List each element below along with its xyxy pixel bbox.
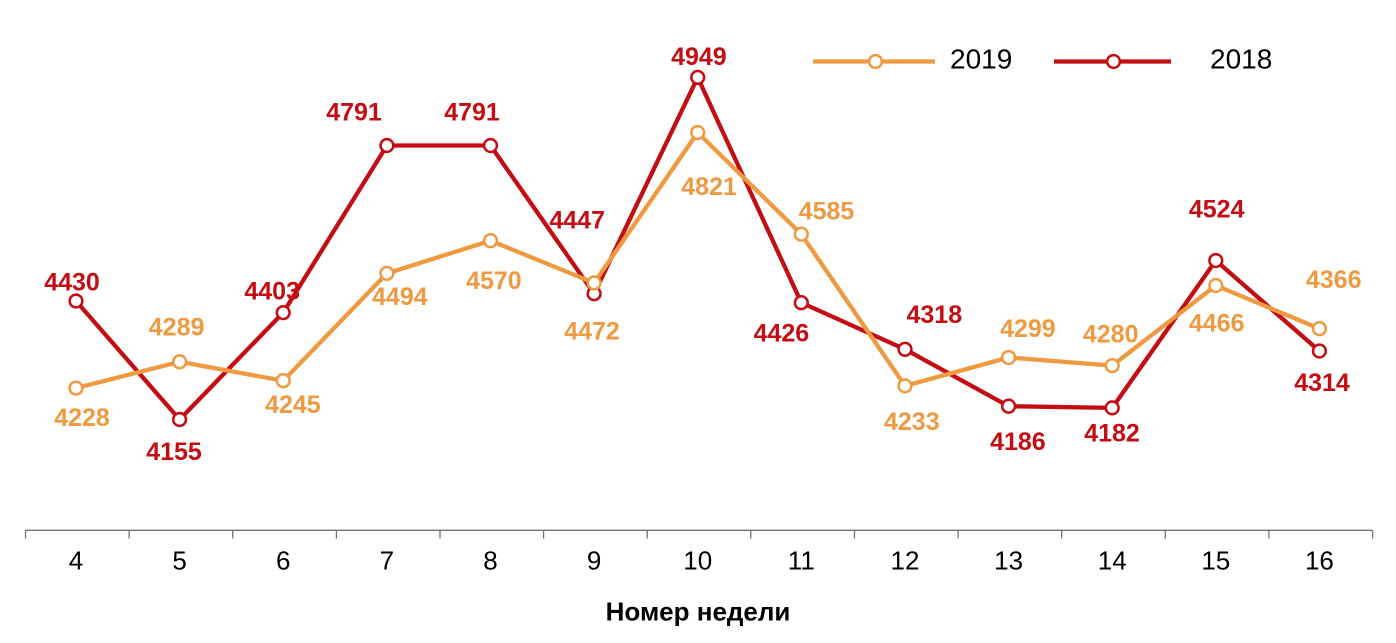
svg-text:4494: 4494 [372, 283, 428, 311]
svg-text:4403: 4403 [244, 278, 300, 306]
svg-text:4585: 4585 [799, 197, 855, 225]
svg-text:4426: 4426 [754, 320, 810, 348]
svg-text:4791: 4791 [444, 99, 500, 127]
svg-text:8: 8 [483, 545, 497, 575]
svg-text:12: 12 [891, 545, 920, 575]
svg-text:15: 15 [1201, 545, 1230, 575]
svg-text:4524: 4524 [1189, 196, 1245, 224]
svg-text:4447: 4447 [549, 207, 605, 235]
svg-text:4186: 4186 [990, 428, 1046, 456]
svg-text:6: 6 [276, 545, 290, 575]
svg-text:4949: 4949 [671, 43, 727, 71]
svg-text:10: 10 [683, 545, 712, 575]
svg-text:5: 5 [172, 545, 186, 575]
svg-text:4430: 4430 [44, 269, 100, 297]
svg-text:13: 13 [994, 545, 1023, 575]
svg-text:4289: 4289 [149, 314, 205, 342]
svg-text:4791: 4791 [326, 99, 382, 127]
svg-text:4318: 4318 [906, 301, 962, 329]
svg-text:4245: 4245 [265, 391, 321, 419]
svg-text:4299: 4299 [1000, 315, 1056, 343]
svg-text:2019: 2019 [950, 44, 1012, 75]
svg-text:4821: 4821 [681, 173, 737, 201]
svg-text:4466: 4466 [1189, 309, 1245, 337]
svg-text:4314: 4314 [1294, 369, 1350, 397]
svg-text:4228: 4228 [54, 404, 110, 432]
svg-text:4366: 4366 [1306, 266, 1362, 294]
svg-text:4182: 4182 [1084, 420, 1140, 448]
svg-text:2018: 2018 [1210, 44, 1272, 75]
svg-text:9: 9 [587, 545, 601, 575]
svg-text:4155: 4155 [146, 438, 202, 466]
svg-text:4472: 4472 [564, 318, 620, 346]
svg-text:16: 16 [1305, 545, 1334, 575]
svg-text:Номер недели: Номер недели [606, 597, 791, 627]
svg-text:4570: 4570 [466, 267, 522, 295]
svg-text:4233: 4233 [884, 408, 940, 436]
svg-text:4280: 4280 [1083, 320, 1139, 348]
svg-text:11: 11 [788, 545, 815, 575]
svg-text:14: 14 [1098, 545, 1127, 575]
svg-text:7: 7 [380, 545, 394, 575]
svg-text:4: 4 [69, 545, 83, 575]
